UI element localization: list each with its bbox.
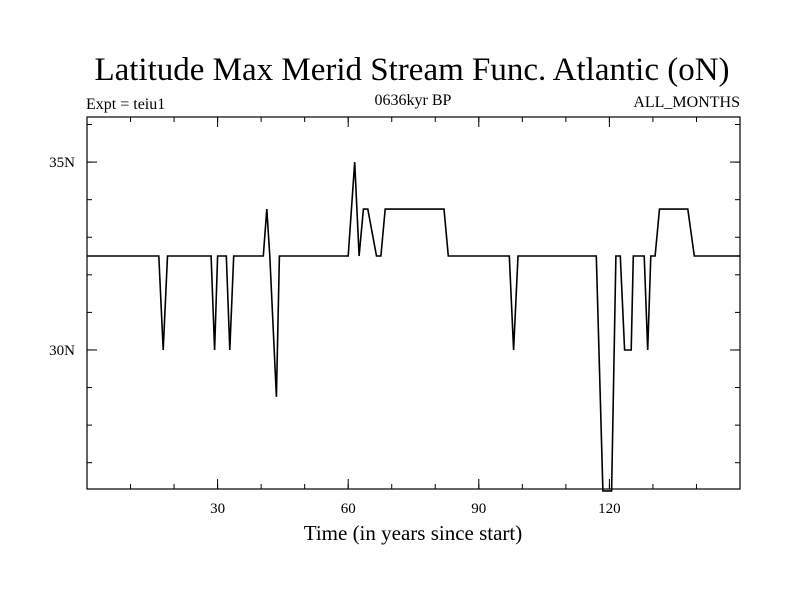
plot-frame [86, 116, 741, 490]
series-line [87, 162, 740, 492]
x-tick-label: 60 [341, 501, 356, 517]
chart-title: Latitude Max Merid Stream Func. Atlantic… [94, 52, 729, 88]
x-tick-label: 90 [471, 501, 486, 517]
y-tick-label: 35N [49, 155, 75, 171]
period-label: 0636kyr BP [375, 92, 452, 109]
experiment-label: Expt = teiu1 [86, 96, 165, 113]
months-label: ALL_MONTHS [633, 94, 740, 111]
y-tick-label: 30N [49, 343, 75, 359]
x-tick-label: 120 [598, 501, 621, 517]
x-axis-label: Time (in years since start) [304, 521, 523, 545]
x-tick-label: 30 [210, 501, 225, 517]
plot-area: 30 60 90 120 30N 35N [49, 116, 741, 517]
